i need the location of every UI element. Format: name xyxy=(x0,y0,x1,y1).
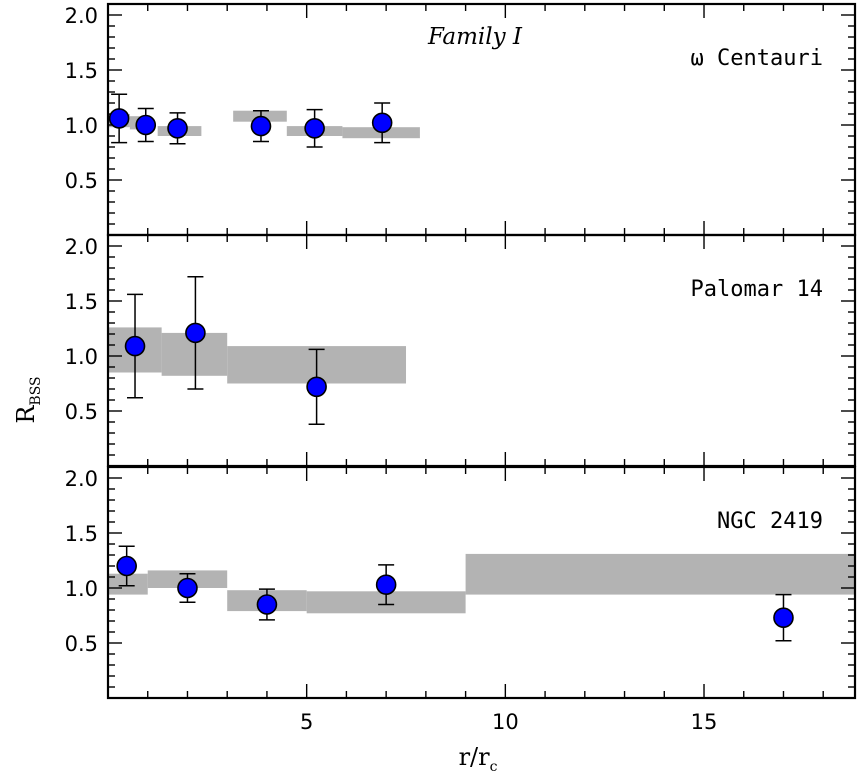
marker xyxy=(124,335,146,357)
y-tick-label: 1.5 xyxy=(65,59,98,83)
x-axis-label: r/rc xyxy=(459,743,498,775)
data-point-4 xyxy=(375,564,397,606)
marker xyxy=(185,322,206,344)
y-axis-label-main: R xyxy=(12,405,40,424)
marker xyxy=(177,577,198,599)
data-point-3 xyxy=(167,112,188,145)
marker xyxy=(306,376,327,398)
marker xyxy=(108,108,130,129)
data-point-5 xyxy=(304,108,325,148)
data-point-3 xyxy=(306,348,327,425)
y-tick-label: 1.0 xyxy=(65,345,98,369)
data-point-6 xyxy=(371,102,393,144)
panel-frame xyxy=(106,465,857,700)
panel-label: ω Centauri xyxy=(691,46,823,71)
data-point-2 xyxy=(185,276,206,390)
data-point-2 xyxy=(177,572,198,604)
y-tick-label: 2.0 xyxy=(65,467,98,491)
panel-3: 0.5 1.0 1.5 2.0 NGC 2419 5 10 15 xyxy=(65,465,857,734)
panel-label: Palomar 14 xyxy=(691,277,823,302)
x-axis-label-main: r/r xyxy=(459,743,491,771)
panel-label: NGC 2419 xyxy=(717,509,823,534)
y-axis-label: RBSS xyxy=(12,376,44,423)
data-point-2 xyxy=(135,107,157,143)
band-5 xyxy=(465,553,855,595)
x-tick-label: 5 xyxy=(300,710,313,734)
ticks xyxy=(108,467,855,698)
y-tick-label: 1.0 xyxy=(65,577,98,601)
marker xyxy=(167,118,188,139)
marker xyxy=(375,574,397,596)
panel-2: 0.5 1.0 1.5 2.0 Palomar 14 xyxy=(65,233,857,468)
marker xyxy=(135,114,157,136)
ticks xyxy=(108,4,855,235)
marker xyxy=(256,594,278,615)
panels: 0.5 1.0 1.5 2.0 ω Centauri Family I 0.5 1.0 1.5 2… xyxy=(65,2,857,734)
band-1 xyxy=(108,573,148,595)
data-point-3 xyxy=(256,588,278,621)
y-tick-label: 0.5 xyxy=(65,400,98,424)
ticks xyxy=(108,235,855,466)
family-annotation: Family I xyxy=(427,24,523,50)
marker xyxy=(773,607,794,629)
marker xyxy=(371,112,393,134)
x-axis-label-sub: c xyxy=(490,759,498,775)
y-tick-label: 0.5 xyxy=(65,169,98,193)
y-tick-label: 1.5 xyxy=(65,522,98,546)
y-tick-label: 1.0 xyxy=(65,114,98,138)
y-tick-label: 2.0 xyxy=(65,235,98,259)
y-axis-label-sub: BSS xyxy=(28,376,44,405)
y-tick-label: 0.5 xyxy=(65,632,98,656)
x-tick-label: 15 xyxy=(691,710,718,734)
axis-labels: RBSS r/rc xyxy=(12,376,498,775)
data-point-1 xyxy=(108,93,130,144)
marker xyxy=(304,118,325,139)
data-point-5 xyxy=(773,593,794,642)
y-tick-label: 1.5 xyxy=(65,290,98,314)
x-tick-label: 10 xyxy=(492,710,519,734)
data-point-1 xyxy=(116,545,137,587)
marker xyxy=(250,115,272,137)
y-tick-label: 2.0 xyxy=(65,4,98,28)
marker xyxy=(116,555,137,577)
panel-1: 0.5 1.0 1.5 2.0 ω Centauri Family I xyxy=(65,2,857,237)
data-point-1 xyxy=(124,293,146,399)
data-point-4 xyxy=(250,109,272,143)
